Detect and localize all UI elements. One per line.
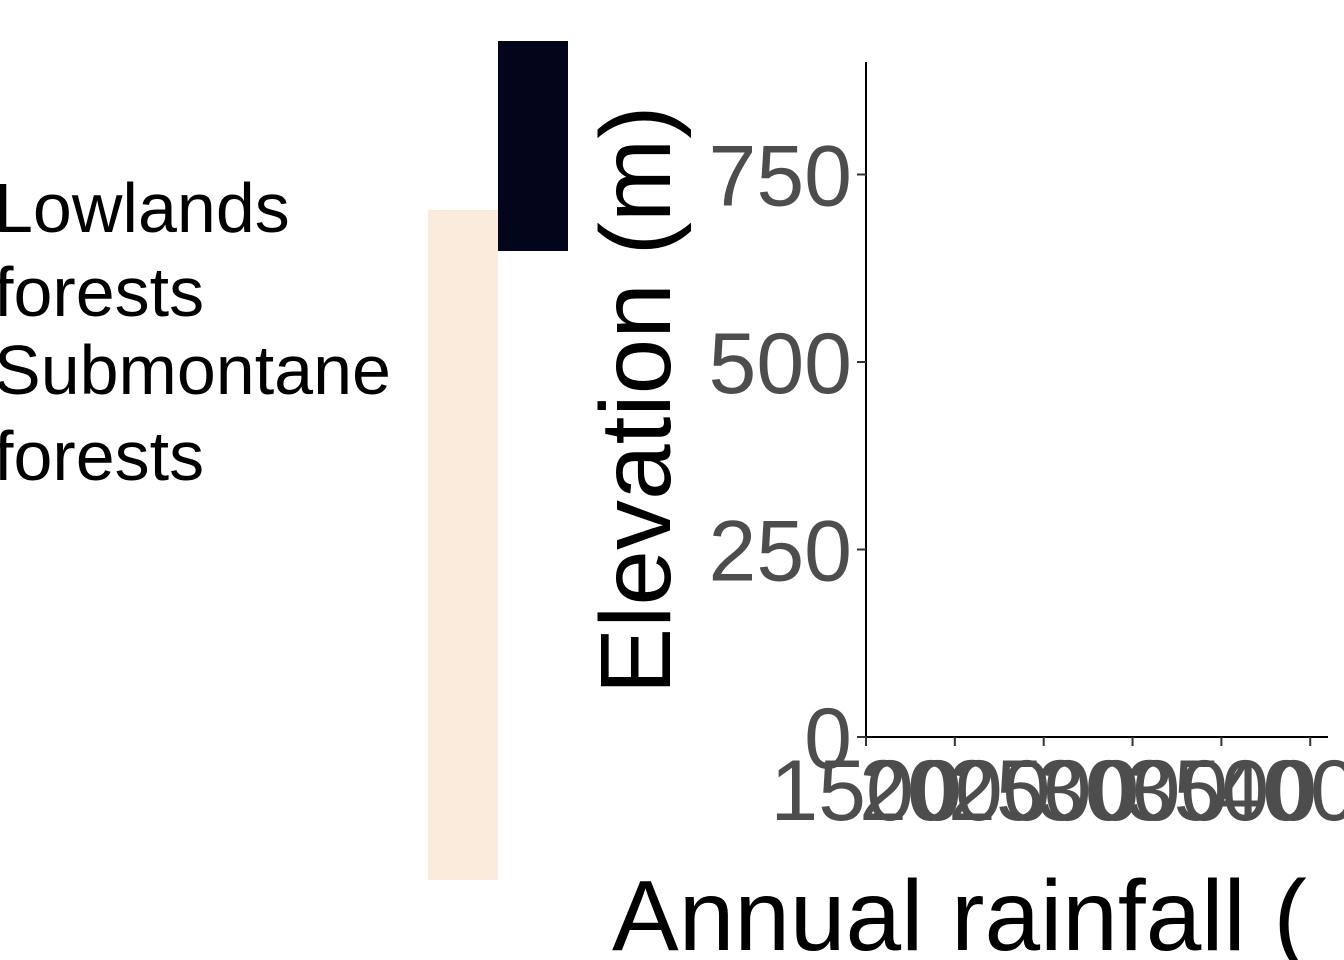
x-tick-label-1500: 1500 <box>770 743 961 839</box>
legend-label-lowlands-line-1: Lowlands <box>0 169 290 247</box>
x-tick-label-2000: 2000 <box>859 743 1050 839</box>
x-axis: 150020002500300035004000 <box>770 736 1344 839</box>
x-tick-label-4000: 4000 <box>1215 743 1344 839</box>
x-tick-label-3000: 3000 <box>1037 743 1228 839</box>
x-axis-title: Annual rainfall ( <box>612 860 1307 960</box>
legend-label-lowlands-line-2: forests <box>0 253 204 331</box>
x-tick-label-3500: 3500 <box>1126 743 1317 839</box>
legend-label-submontane-line-1: Submontane <box>0 331 391 409</box>
y-tick-label-500: 500 <box>709 316 853 412</box>
legend-label-lowlands: Lowlands forests <box>0 169 309 331</box>
legend-key-lowlands <box>498 41 568 251</box>
y-tick-label-0: 0 <box>804 691 852 787</box>
y-axis-title: Elevation (m) <box>580 105 692 694</box>
legend: Lowlands forests Submontane forests <box>0 41 568 880</box>
legend-label-submontane-line-2: forests <box>0 417 204 495</box>
y-tick-label-250: 250 <box>709 504 853 600</box>
legend-key-submontane <box>428 210 498 880</box>
y-tick-label-750: 750 <box>709 129 853 225</box>
x-tick-label-2500: 2500 <box>948 743 1139 839</box>
y-axis: 0 250 500 750 <box>709 62 867 787</box>
legend-label-submontane: Submontane forests <box>0 331 410 495</box>
